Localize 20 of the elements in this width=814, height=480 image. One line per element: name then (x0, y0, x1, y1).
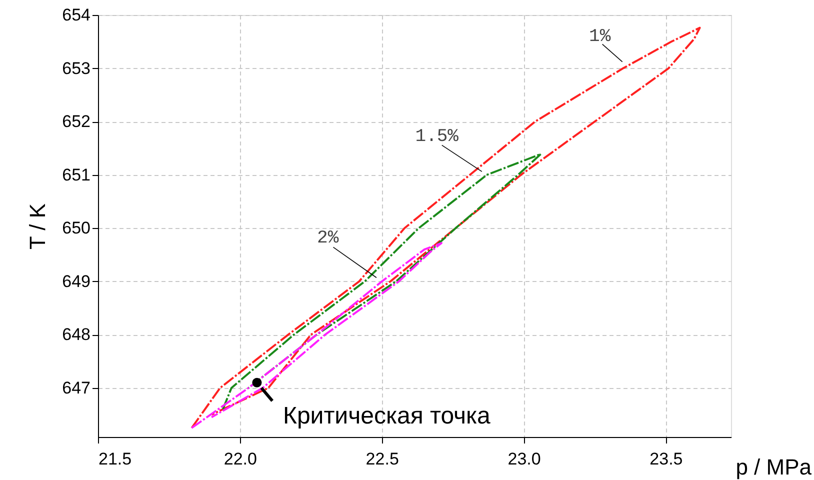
x-tick-label: 21.5 (98, 450, 132, 468)
y-tick-label: 653 (62, 58, 90, 78)
x-axis-title: p / MPa (736, 454, 812, 480)
x-tick-label: 22.5 (366, 450, 399, 468)
annotation: 2% (317, 228, 339, 248)
y-tick-label: 650 (62, 218, 90, 238)
y-tick-label: 648 (62, 325, 90, 344)
x-tick-label: 23.0 (508, 450, 541, 468)
y-axis-title: T / K (25, 203, 50, 250)
annotation: Критическая точка (282, 402, 492, 430)
y-tick-label: 647 (62, 378, 90, 398)
annotation: 1.5% (415, 126, 459, 147)
line-series (190, 26, 701, 429)
y-tick-label: 654 (62, 6, 90, 24)
x-tick-label: 22.0 (224, 450, 257, 468)
y-tick-label: 652 (62, 112, 90, 132)
annotation: 1% (589, 27, 611, 48)
x-tick-label: 23.5 (650, 450, 683, 468)
y-tick-label: 649 (62, 272, 90, 291)
y-tick-label: 651 (62, 165, 90, 184)
